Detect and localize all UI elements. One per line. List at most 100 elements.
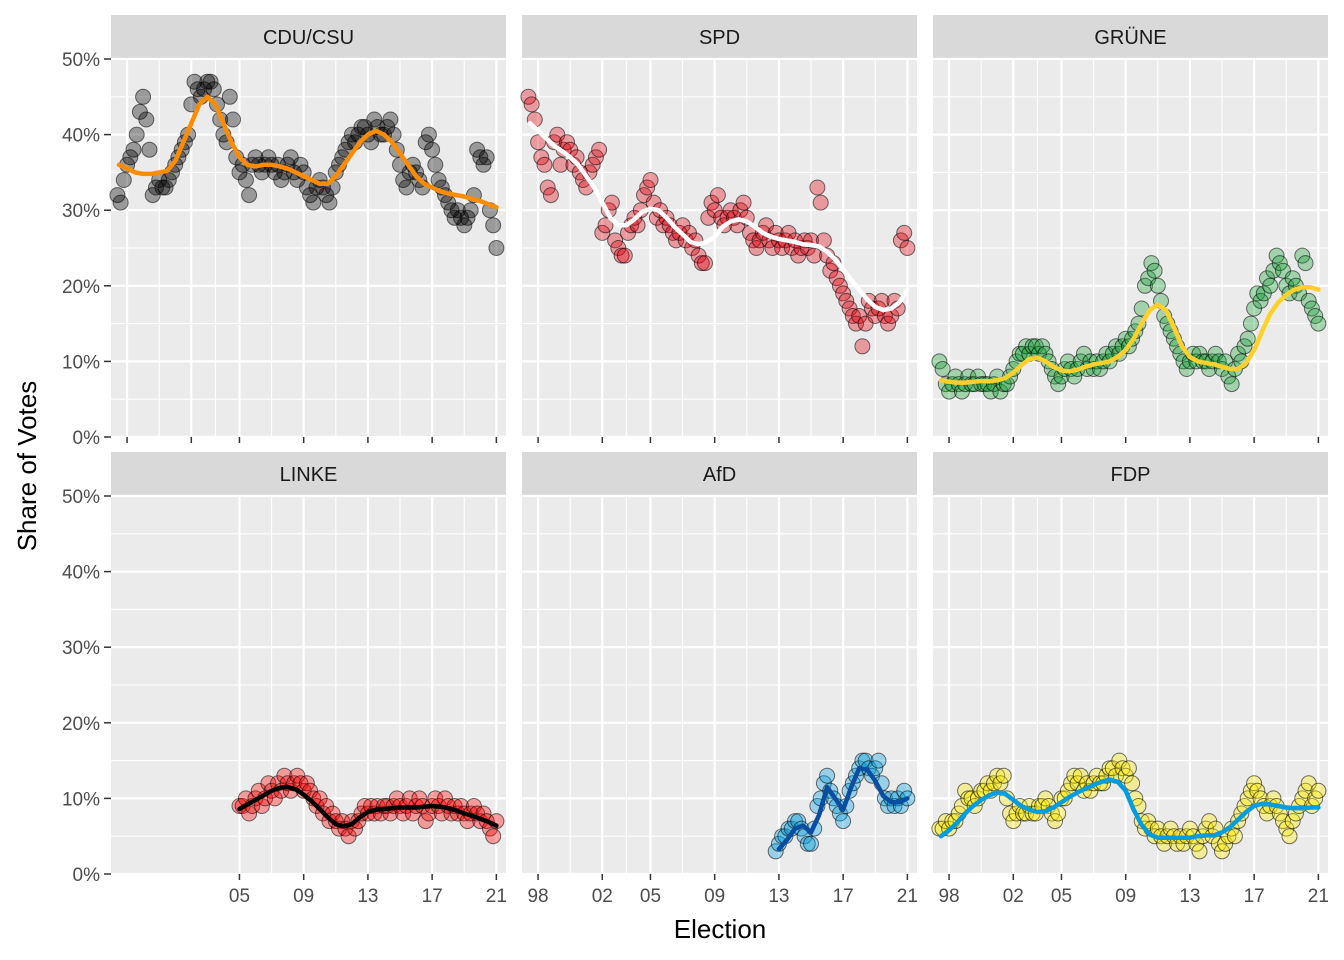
facet-strip	[111, 15, 506, 59]
facet-strip-label: CDU/CSU	[263, 27, 354, 49]
poll-point	[141, 141, 158, 158]
poll-point	[112, 194, 129, 211]
poll-point	[591, 141, 608, 158]
x-tick-label: 21	[486, 886, 507, 907]
facet-panel: CDU/CSU 0% 10% 20% 30% 40% 50%	[62, 15, 506, 449]
facet-strip	[111, 452, 506, 496]
facet-strip-label: GRÜNE	[1094, 27, 1166, 49]
trend-line	[527, 121, 910, 313]
x-tick-label: 13	[357, 886, 378, 907]
poll-point	[135, 88, 152, 105]
x-tick-label: 09	[1115, 886, 1136, 907]
poll-point	[128, 126, 145, 143]
y-tick-label: 0%	[73, 865, 101, 886]
poll-point	[241, 187, 258, 204]
x-tick-label: 17	[422, 886, 443, 907]
poll-point	[485, 217, 502, 234]
x-tick-label: 05	[1051, 886, 1072, 907]
poll-point	[1262, 277, 1279, 294]
poll-point	[1281, 828, 1298, 845]
poll-point	[552, 156, 569, 173]
poll-point	[382, 111, 399, 128]
y-tick-label: 30%	[62, 201, 100, 222]
facet-panel: FDP 98 02 05 09 13 17 21	[931, 452, 1329, 907]
facet-strip	[933, 452, 1328, 496]
poll-point	[115, 172, 132, 188]
poll-point	[899, 240, 916, 256]
poll-point	[803, 835, 819, 852]
poll-point	[427, 156, 444, 173]
x-tick-label: 17	[1244, 886, 1265, 907]
x-tick-label: 05	[229, 886, 250, 907]
trend-line	[776, 765, 910, 852]
poll-point	[995, 767, 1012, 784]
poll-point	[321, 194, 338, 211]
y-tick-label: 40%	[62, 126, 100, 147]
y-tick-label: 40%	[62, 563, 100, 584]
x-tick-label: 09	[293, 886, 314, 907]
poll-point	[205, 81, 222, 98]
y-tick-label: 10%	[62, 352, 100, 373]
poll-point	[806, 247, 823, 264]
x-tick-label: 98	[938, 886, 959, 907]
poll-point	[1223, 376, 1240, 393]
poll-point	[819, 767, 836, 784]
poll-point	[398, 179, 415, 196]
y-tick-label: 20%	[62, 714, 100, 735]
poll-point	[1310, 782, 1327, 799]
poll-point	[420, 126, 437, 143]
poll-point	[642, 172, 659, 188]
y-tick-label: 10%	[62, 789, 100, 810]
facet-panel: GRÜNE	[931, 15, 1328, 443]
poll-point	[1242, 315, 1259, 332]
y-tick-label: 20%	[62, 277, 100, 298]
trend-line	[938, 777, 1321, 840]
poll-point	[1120, 760, 1137, 777]
poll-point	[1310, 315, 1327, 332]
poll-point	[225, 111, 241, 128]
facet-strip-label: LINKE	[280, 464, 338, 486]
poll-point	[854, 338, 871, 355]
poll-point	[838, 292, 855, 309]
poll-point	[835, 813, 852, 830]
poll-point	[530, 134, 547, 151]
facet-strip	[933, 15, 1328, 59]
facet-strip-label: AfD	[703, 464, 736, 486]
poll-point	[237, 172, 254, 188]
facet-strip	[522, 452, 917, 496]
poll-point	[478, 149, 495, 166]
x-tick-label: 21	[1308, 886, 1329, 907]
poll-point	[1124, 775, 1141, 792]
poll-point	[934, 361, 951, 377]
poll-point	[735, 194, 752, 211]
poll-point	[616, 247, 633, 264]
x-axis-title: Election	[674, 914, 767, 944]
poll-point	[1146, 262, 1163, 279]
facet-panel: SPD	[520, 15, 917, 443]
poll-point	[597, 217, 614, 234]
poll-point	[221, 88, 238, 105]
poll-point	[542, 187, 559, 204]
x-tick-label: 13	[768, 886, 789, 907]
poll-point	[536, 156, 553, 173]
y-tick-label: 30%	[62, 638, 100, 659]
poll-point	[870, 752, 887, 769]
poll-point	[488, 240, 505, 256]
poll-point	[1050, 376, 1067, 393]
poll-point	[305, 194, 322, 211]
poll-point	[462, 202, 479, 219]
x-tick-label: 02	[592, 886, 613, 907]
poll-point	[125, 141, 142, 158]
facet-panels: CDU/CSU 0% 10% 20% 30% 40% 50% SPD GRÜNE LINKE 0% 1…	[62, 15, 1329, 907]
poll-point	[1149, 277, 1166, 294]
facet-panel: LINKE 0% 10% 20% 30% 40% 50% 05 09 13 17 21	[62, 452, 507, 907]
x-tick-label: 09	[704, 886, 725, 907]
x-tick-label: 17	[833, 886, 854, 907]
x-tick-label: 13	[1179, 886, 1200, 907]
trend-line	[938, 285, 1321, 385]
facet-panel: AfD 98 02 05 09 13 17 21	[522, 452, 918, 907]
y-tick-label: 50%	[62, 487, 100, 508]
poll-point	[523, 96, 540, 113]
y-tick-label: 50%	[62, 50, 100, 71]
